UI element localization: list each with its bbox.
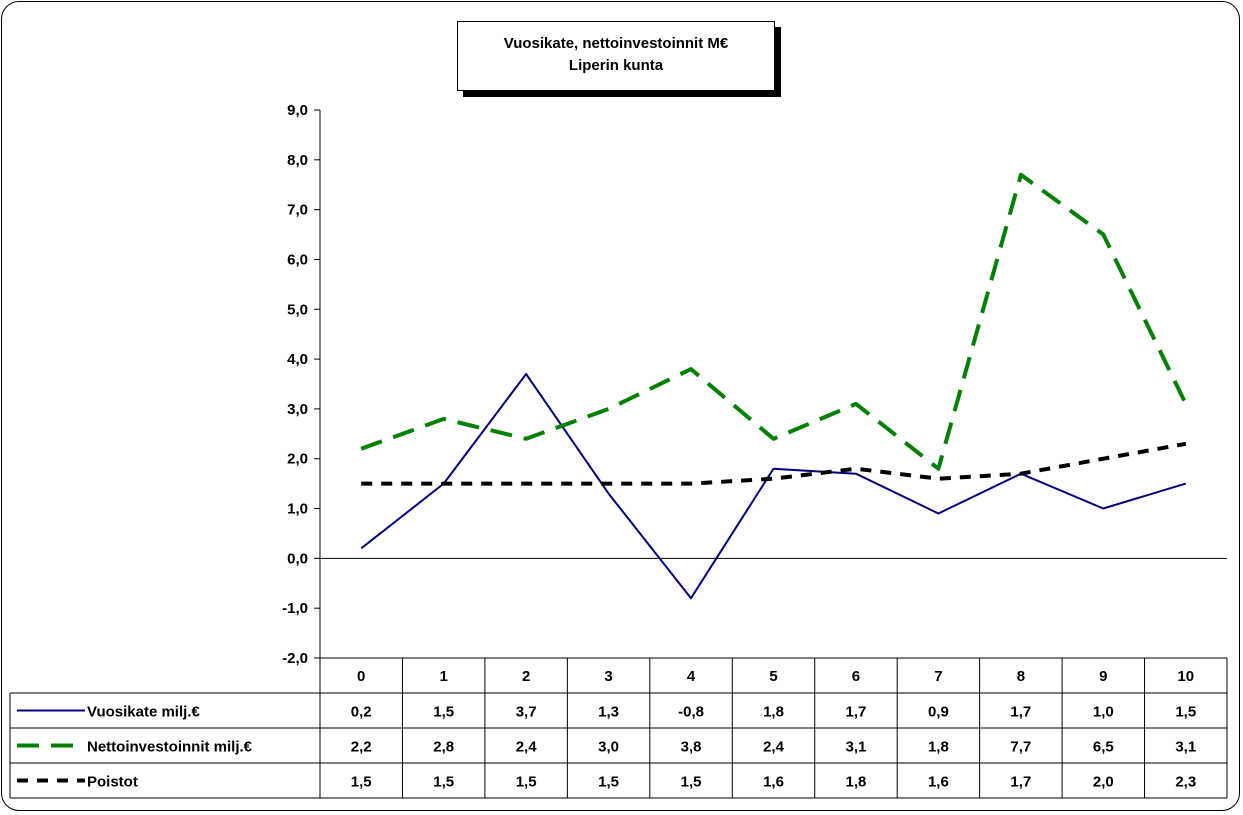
data-table-cell: -0,8 xyxy=(678,704,704,721)
data-table-cell: 1,5 xyxy=(598,774,619,791)
data-table-cell: 0,9 xyxy=(928,704,949,721)
x-category-label: 2 xyxy=(522,668,530,685)
x-category-label: 3 xyxy=(604,668,612,685)
y-tick-label: 9,0 xyxy=(287,102,308,119)
y-tick-label: 5,0 xyxy=(287,301,308,318)
data-table-cell: 3,1 xyxy=(846,739,867,756)
x-category-label: 5 xyxy=(769,668,777,685)
y-tick-label: 3,0 xyxy=(287,401,308,418)
data-table-cell: 3,7 xyxy=(516,704,537,721)
data-table-cell: 1,0 xyxy=(1093,704,1114,721)
data-table-cell: 1,7 xyxy=(1010,774,1031,791)
series-line-2 xyxy=(360,172,1188,471)
data-table-cell: 1,5 xyxy=(433,774,454,791)
x-category-label: 8 xyxy=(1017,668,1025,685)
x-category-label: 10 xyxy=(1177,668,1194,685)
data-table-cell: 2,3 xyxy=(1175,774,1196,791)
data-table-cell: 1,8 xyxy=(846,774,867,791)
y-tick-label: -1,0 xyxy=(282,600,308,617)
y-tick-label: 7,0 xyxy=(287,202,308,219)
legend-label-2: Nettoinvestoinnit milj.€ xyxy=(87,739,253,756)
data-table-cell: 1,6 xyxy=(928,774,949,791)
x-category-label: 4 xyxy=(687,668,696,685)
data-table-cell: 1,6 xyxy=(763,774,784,791)
data-table-cell: 1,8 xyxy=(928,739,949,756)
data-table-cell: 7,7 xyxy=(1010,739,1031,756)
data-table-cell: 2,4 xyxy=(763,739,785,756)
y-tick-label: 2,0 xyxy=(287,451,308,468)
x-category-label: 0 xyxy=(357,668,365,685)
data-table-cell: 1,5 xyxy=(433,704,454,721)
x-category-label: 1 xyxy=(440,668,448,685)
y-tick-label: 4,0 xyxy=(287,351,308,368)
data-table-cell: 1,7 xyxy=(1010,704,1031,721)
y-tick-label: 1,0 xyxy=(287,501,308,518)
legend-label-1: Vuosikate milj.€ xyxy=(87,704,200,721)
data-table-cell: 2,8 xyxy=(433,739,454,756)
x-category-label: 6 xyxy=(852,668,860,685)
data-table-cell: 3,8 xyxy=(681,739,702,756)
data-table-cell: 1,5 xyxy=(351,774,372,791)
y-tick-label: 6,0 xyxy=(287,251,308,268)
data-table-cell: 1,8 xyxy=(763,704,784,721)
y-tick-label: 0,0 xyxy=(287,550,308,567)
series-line-3 xyxy=(361,441,1187,486)
data-table-cell: 1,5 xyxy=(681,774,702,791)
data-table-cell: 0,2 xyxy=(351,704,372,721)
data-table-cell: 1,5 xyxy=(1175,704,1196,721)
chart-title: Vuosikate, nettoinvestoinnit M€ xyxy=(503,35,729,52)
data-table-cell: 2,0 xyxy=(1093,774,1114,791)
chart-subtitle: Liperin kunta xyxy=(568,57,664,74)
data-table-cell: 2,4 xyxy=(516,739,538,756)
series-line-1 xyxy=(360,373,1187,600)
y-tick-label: 8,0 xyxy=(287,152,308,169)
chart-title-box: Vuosikate, nettoinvestoinnit M€ Liperin … xyxy=(457,21,775,91)
x-category-label: 9 xyxy=(1099,668,1107,685)
data-table-cell: 3,0 xyxy=(598,739,619,756)
legend-label-3: Poistot xyxy=(87,774,138,791)
data-table-cell: 1,3 xyxy=(598,704,619,721)
data-table-cell: 1,5 xyxy=(516,774,537,791)
data-table-cell: 2,2 xyxy=(351,739,372,756)
data-table-cell: 1,7 xyxy=(846,704,867,721)
x-category-label: 7 xyxy=(934,668,942,685)
y-tick-label: -2,0 xyxy=(282,650,308,667)
data-table-cell: 6,5 xyxy=(1093,739,1114,756)
data-table-cell: 3,1 xyxy=(1175,739,1196,756)
